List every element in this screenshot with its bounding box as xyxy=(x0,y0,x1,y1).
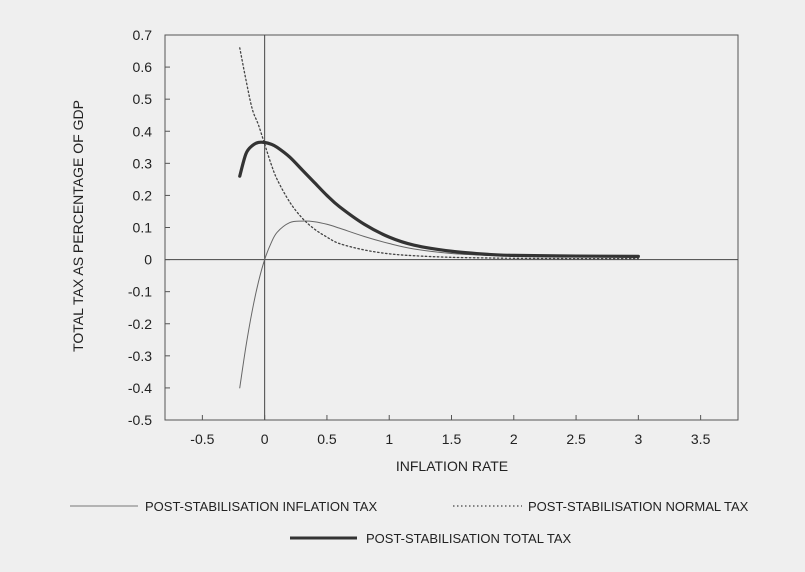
x-tick-label: 2.5 xyxy=(566,431,586,447)
y-tick-label: 0 xyxy=(144,252,152,268)
legend: POST-STABILISATION INFLATION TAX POST-ST… xyxy=(70,499,749,546)
legend-label-normal-tax: POST-STABILISATION NORMAL TAX xyxy=(528,499,749,514)
y-tick-label: -0.2 xyxy=(128,316,152,332)
series-layer xyxy=(238,47,640,389)
legend-label-total-tax: POST-STABILISATION TOTAL TAX xyxy=(366,531,571,546)
x-tick-label: 0 xyxy=(261,431,269,447)
y-tick-label: -0.3 xyxy=(128,348,152,364)
x-tick-label: 1 xyxy=(385,431,393,447)
y-tick-label: 0.2 xyxy=(133,187,153,203)
x-tick-label: 2 xyxy=(510,431,518,447)
series-total-tax-line xyxy=(238,140,640,258)
y-tick-label: 0.5 xyxy=(133,91,153,107)
x-tick-label: 0.5 xyxy=(317,431,337,447)
legend-label-inflation-tax: POST-STABILISATION INFLATION TAX xyxy=(145,499,377,514)
ticks-layer: -0.5 0 0.5 1 1.5 2 2.5 3 3.5 -0.5 -0.4 -0.3 -0.2 -0.1… xyxy=(128,27,711,447)
y-tick-label: -0.5 xyxy=(128,412,152,428)
y-tick-label: 0.3 xyxy=(133,155,153,171)
y-tick-label: -0.1 xyxy=(128,284,152,300)
y-tick-label: -0.4 xyxy=(128,380,152,396)
y-tick-label: 0.4 xyxy=(133,123,153,139)
x-axis-title: INFLATION RATE xyxy=(396,458,508,474)
x-tick-label: 3 xyxy=(634,431,642,447)
y-axis-title: TOTAL TAX AS PERCENTAGE OF GDP xyxy=(70,100,86,352)
x-tick-label: -0.5 xyxy=(190,431,214,447)
x-tick-label: 1.5 xyxy=(442,431,462,447)
axes-layer xyxy=(165,35,738,420)
series-normal-tax-line xyxy=(239,47,639,260)
x-tick-label: 3.5 xyxy=(691,431,711,447)
y-tick-label: 0.7 xyxy=(133,27,153,43)
y-tick-label: 0.1 xyxy=(133,220,153,236)
y-tick-label: 0.6 xyxy=(133,59,153,75)
